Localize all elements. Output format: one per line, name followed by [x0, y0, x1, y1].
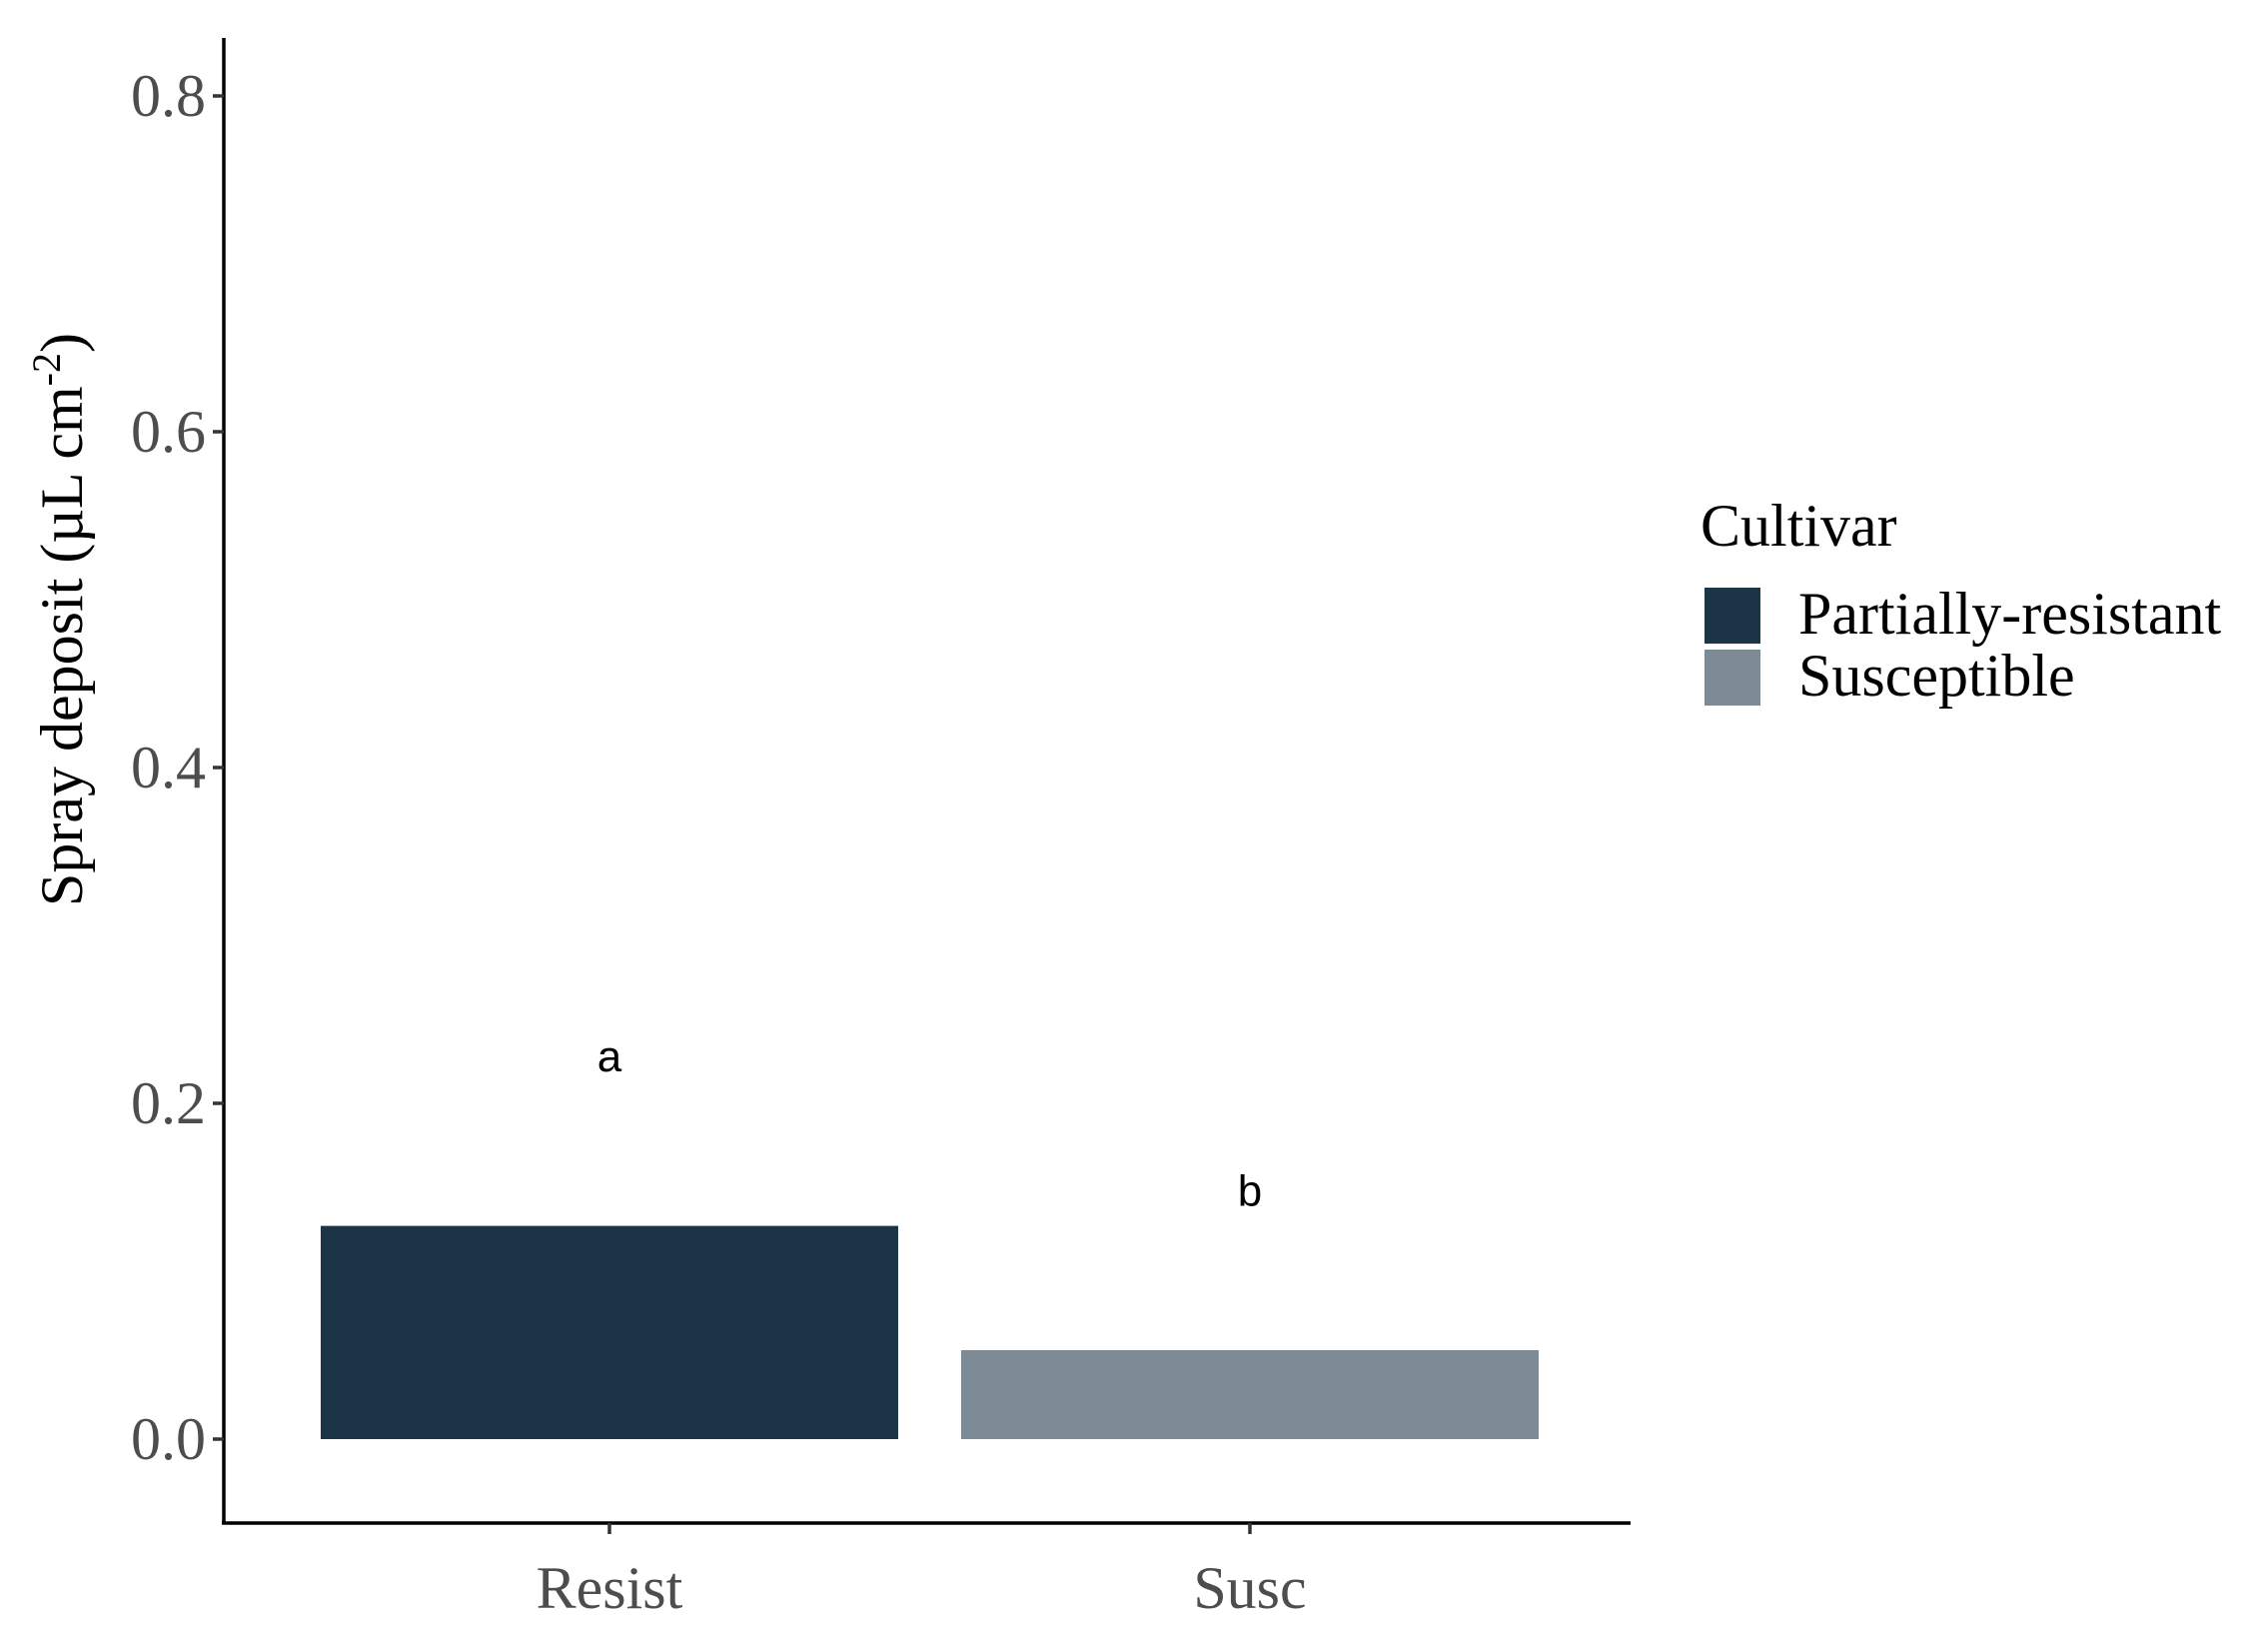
- plot-area: ab 0.00.20.40.60.8 Resist Susc: [131, 38, 1631, 1621]
- bar-resist: [321, 1225, 898, 1439]
- bars: [321, 1225, 1539, 1439]
- x-ticks: Resist Susc: [537, 1523, 1307, 1621]
- y-axis-title-superscript: -2: [24, 353, 69, 386]
- legend-label-0: Partially-resistant: [1798, 581, 2222, 647]
- bar-annotation-susc: b: [1238, 1166, 1262, 1215]
- bar-annotation-resist: a: [597, 1032, 622, 1081]
- y-axis-title-main: Spray deposit (µL cm: [29, 386, 95, 906]
- x-tick-label-resist: Resist: [537, 1555, 683, 1621]
- y-ticks: 0.0 0.2 0.4 0.6 0.8: [131, 63, 224, 1472]
- y-axis-title: Spray deposit (µL cm-2): [24, 333, 95, 906]
- y-tick-label: 0.6: [131, 399, 206, 465]
- legend-title: Cultivar: [1701, 493, 1897, 559]
- bar-susc: [961, 1349, 1539, 1439]
- y-tick-label: 0.0: [131, 1406, 206, 1472]
- annotations: ab: [597, 1032, 1262, 1215]
- legend-label-1: Susceptible: [1798, 643, 2075, 709]
- y-axis-title-close: ): [29, 333, 95, 353]
- legend-key-0: [1704, 588, 1760, 644]
- y-tick-label: 0.4: [131, 735, 206, 801]
- y-tick-label: 0.8: [131, 63, 206, 129]
- legend-key-1: [1704, 650, 1760, 706]
- y-tick-label: 0.2: [131, 1070, 206, 1136]
- x-tick-label-susc: Susc: [1193, 1555, 1306, 1621]
